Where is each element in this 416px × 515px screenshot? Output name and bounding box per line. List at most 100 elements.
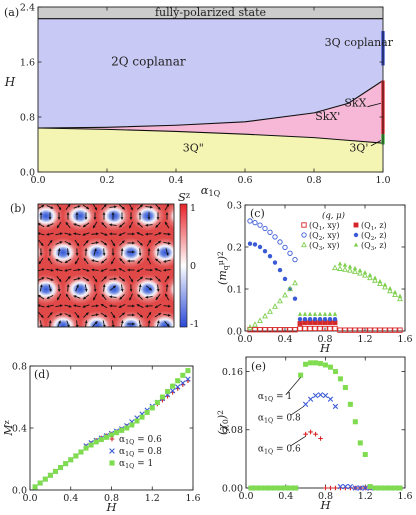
spin-arrowhead bbox=[103, 276, 107, 280]
spin-arrowhead bbox=[93, 297, 96, 301]
spin-arrowhead bbox=[132, 313, 135, 317]
vortex-core bbox=[153, 242, 174, 263]
boundary-2Q-SkX bbox=[37, 80, 384, 129]
spin-arrowhead bbox=[167, 313, 171, 317]
panel-d-series-2-point bbox=[124, 425, 130, 431]
panel-c-series-5-point bbox=[382, 282, 388, 287]
panel-d-series-1-point bbox=[180, 380, 186, 386]
panel-c-series-4-point bbox=[362, 272, 368, 278]
panel-d-xtick-label: 0.0 bbox=[22, 493, 37, 504]
colorbar-label: Sz bbox=[178, 190, 190, 204]
panel-e-series-2-point bbox=[332, 369, 338, 375]
panel-c-series-4-point bbox=[262, 312, 268, 319]
panel-c-ytick-label: 0.0 bbox=[227, 326, 242, 337]
spin-arrowhead bbox=[138, 212, 142, 215]
spin-arrowhead bbox=[121, 240, 125, 244]
spin-arrowhead bbox=[39, 324, 43, 327]
panel-c-ylabel: (mqμ)2 bbox=[216, 251, 230, 285]
annotation-e-0.6: α1Q = 0.6 bbox=[258, 445, 301, 456]
panel-d-series-2-point bbox=[68, 457, 74, 463]
panel-c-series-2-point bbox=[262, 225, 268, 232]
annotation-SkX-prime: SkX' bbox=[315, 110, 340, 123]
legend-d-label-1: α1Q = 0.8 bbox=[119, 447, 162, 458]
panel-a-xtick-label: 0.6 bbox=[237, 175, 252, 186]
boundary-SkX-3Q bbox=[37, 127, 384, 144]
panel-c-series-2-point bbox=[277, 239, 283, 245]
spin-arrowhead bbox=[129, 217, 133, 220]
spin-arrowhead bbox=[38, 295, 41, 298]
panel-c-series-0-point bbox=[357, 327, 363, 333]
vortex-core bbox=[17, 389, 41, 409]
panel-c-series-2-point bbox=[272, 234, 278, 240]
spin-arrowhead bbox=[145, 304, 148, 308]
panel-e-series-2-point bbox=[278, 485, 284, 491]
panel-d-series-2-point bbox=[98, 437, 104, 443]
panel-d-xlabel: H bbox=[105, 500, 117, 514]
pointer-e-0.8 bbox=[290, 406, 304, 416]
spin-arrowhead bbox=[82, 232, 86, 236]
spin-arrowhead bbox=[137, 260, 141, 264]
spin-arrowhead bbox=[157, 206, 161, 210]
vortex-halo bbox=[12, 384, 46, 414]
panel-c-series-5-point bbox=[387, 286, 393, 291]
spin-arrowhead bbox=[77, 277, 81, 281]
spin-arrowhead bbox=[85, 312, 89, 316]
panel-d-series-2-point bbox=[144, 410, 150, 416]
legend-title: (q, μ) bbox=[322, 210, 345, 221]
spin-arrowhead bbox=[114, 205, 117, 209]
vortex-core bbox=[119, 242, 143, 263]
panel-c-series-0-point bbox=[347, 327, 353, 333]
vortex-halo bbox=[0, 274, 29, 304]
spin-arrowhead bbox=[77, 205, 81, 209]
panel-d-series-2-point bbox=[175, 378, 181, 384]
colorbar-tick-label: -1 bbox=[190, 319, 199, 330]
panel-c-series-4-point bbox=[392, 291, 398, 297]
spin-arrowhead bbox=[93, 225, 96, 229]
vortex-core bbox=[38, 319, 41, 327]
spin-arrowhead bbox=[130, 279, 133, 283]
panel-c-series-4-point bbox=[267, 308, 273, 314]
panel-c-series-3-point bbox=[267, 254, 273, 259]
panel-d-series-2-point bbox=[185, 368, 191, 374]
spin-arrowhead bbox=[167, 241, 171, 245]
pointer-e-0.6 bbox=[290, 436, 306, 447]
panel-d-xtick-label: 1.2 bbox=[145, 493, 160, 504]
legend-label-0: (Q1, xy) bbox=[309, 221, 340, 232]
panel-c-xlabel: H bbox=[319, 341, 331, 355]
spin-arrowhead bbox=[73, 295, 77, 298]
spin-arrowhead bbox=[49, 240, 53, 243]
panel-c-series-0-point bbox=[292, 327, 298, 333]
vortex-halo bbox=[97, 347, 131, 377]
panel-c-series-4-point bbox=[272, 303, 278, 309]
spin-arrowhead bbox=[38, 232, 41, 236]
panel-c-series-4-point bbox=[397, 295, 403, 302]
panel-c-series-2-point bbox=[292, 256, 298, 263]
spin-arrowhead bbox=[68, 304, 72, 308]
vortex-core bbox=[170, 208, 174, 224]
panel-e-series-1-point bbox=[337, 483, 344, 490]
spin-arrowhead bbox=[129, 289, 133, 292]
panel-c-series-3-point bbox=[332, 317, 338, 322]
vortex-core bbox=[187, 243, 211, 263]
panel-c-series-0-point bbox=[337, 327, 343, 333]
spin-arrowhead bbox=[67, 204, 71, 207]
panel-e-xlabel: H bbox=[319, 498, 331, 512]
vortex-core bbox=[0, 279, 24, 299]
spin-arrowhead bbox=[77, 268, 81, 272]
panel-c-series-5-point bbox=[392, 289, 398, 295]
spin-arrowhead bbox=[156, 320, 160, 324]
panel-c-series-0-point bbox=[297, 325, 303, 332]
vortex-halo bbox=[165, 204, 174, 230]
spin-arrowhead bbox=[84, 288, 88, 292]
spin-arrowhead bbox=[136, 232, 140, 235]
panel-a-xlabel: α1Q bbox=[201, 183, 221, 198]
spin-arrowhead bbox=[85, 240, 89, 244]
panel-c-ytick-label: 0.1 bbox=[227, 284, 242, 295]
panel-c-xtick-label: 1.6 bbox=[397, 334, 412, 345]
spin-arrowhead bbox=[121, 206, 125, 210]
spin-arrowhead bbox=[76, 284, 79, 288]
panel-e-series-2-point bbox=[382, 485, 388, 491]
legend-label-1: (Q1, z) bbox=[361, 221, 387, 232]
annotation-e-1: α1Q = 1 bbox=[258, 392, 292, 403]
panel-label-c: (c) bbox=[250, 207, 265, 220]
